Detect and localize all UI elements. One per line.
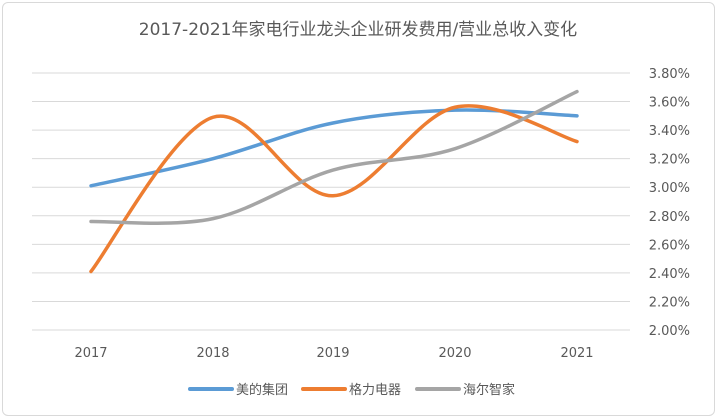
x-tick-label: 2020 [438, 346, 471, 361]
x-axis-ticks: 2017 2018 2019 2020 2021 [74, 346, 593, 361]
data-point [454, 106, 457, 109]
legend-label: 格力电器 [349, 382, 401, 398]
data-point [576, 90, 579, 93]
data-point [212, 157, 215, 160]
x-tick-label: 2019 [316, 346, 349, 361]
y-tick-label: 2.40% [649, 267, 690, 282]
legend-label: 美的集团 [236, 382, 288, 398]
data-point [576, 140, 579, 143]
legend-label: 海尔智家 [463, 382, 515, 398]
y-tick-label: 2.00% [649, 324, 690, 339]
y-tick-label: 3.20% [649, 153, 690, 168]
series-lines [89, 89, 579, 274]
data-point [90, 184, 93, 187]
x-tick-label: 2017 [74, 346, 107, 361]
y-tick-label: 2.20% [649, 295, 690, 310]
chart-frame [2, 2, 715, 416]
data-point [576, 114, 579, 117]
y-tick-label: 3.00% [649, 181, 690, 196]
y-axis-ticks: 2.00% 2.20% 2.40% 2.60% 2.80% 3.00% 3.20% 3.40%… [649, 67, 690, 339]
series-line-3 [89, 89, 579, 225]
data-point [212, 116, 215, 119]
data-point [90, 220, 93, 223]
y-tick-label: 2.60% [649, 238, 690, 253]
x-tick-label: 2018 [196, 346, 229, 361]
y-tick-label: 3.80% [649, 67, 690, 82]
data-point [332, 169, 335, 172]
data-point [332, 121, 335, 124]
legend: 美的集团 格力电器 海尔智家 [188, 382, 515, 398]
series-line-1 [89, 108, 579, 188]
data-point [332, 194, 335, 197]
series-line-2 [89, 104, 579, 274]
data-point [212, 217, 215, 220]
data-point [454, 147, 457, 150]
gridlines [32, 72, 630, 331]
data-point [90, 270, 93, 273]
y-tick-label: 3.60% [649, 96, 690, 111]
y-tick-label: 2.80% [649, 210, 690, 225]
y-tick-label: 3.40% [649, 124, 690, 139]
chart-title: 2017-2021年家电行业龙头企业研发费用/营业总收入变化 [139, 20, 577, 40]
x-tick-label: 2021 [560, 346, 593, 361]
